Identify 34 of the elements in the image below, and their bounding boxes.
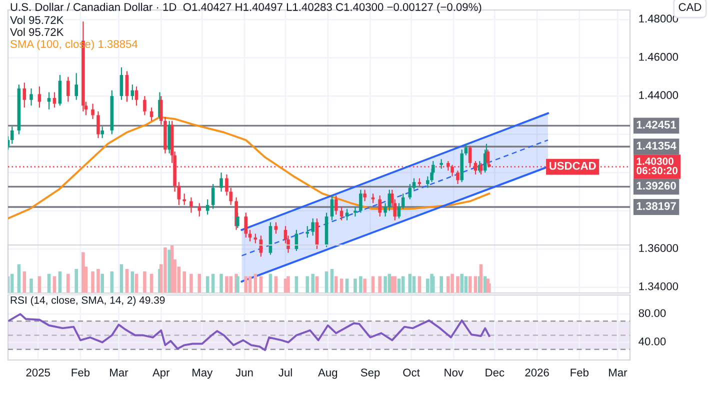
x-tick-label: Mar: [609, 368, 628, 376]
y-tick-label: 1.46000: [639, 52, 678, 61]
x-tick-label: Sep: [360, 368, 380, 379]
x-tick-label: Jun: [236, 368, 253, 376]
ref-line-label: 1.38197: [636, 202, 676, 210]
y-tick-label: 1.34000: [639, 282, 678, 290]
x-tick-label: Oct: [403, 368, 420, 376]
x-tick-label: May: [192, 368, 213, 379]
x-tick-label: Aug: [318, 368, 338, 379]
text: CAD: [678, 3, 702, 11]
annotation: USDCAD: [549, 162, 596, 170]
y-tick-label: 1.36000: [639, 244, 678, 252]
x-tick-label: 2026: [525, 368, 549, 376]
y-tick-label: 80.00: [638, 309, 666, 318]
x-tick-label: Feb: [72, 368, 90, 376]
x-tick-label: Jul: [278, 368, 292, 376]
y-tick-label: 1.44000: [639, 91, 678, 100]
y-tick-label: 1.48000: [639, 14, 678, 23]
x-tick-label: Dec: [486, 368, 504, 376]
ref-line-label: 1.41354: [636, 142, 676, 150]
chart-title: U.S. Dollar / Canadian Dollar · 1D: [10, 2, 176, 11]
x-tick-label: 2025: [26, 368, 50, 376]
ref-line-label: 1.42451: [636, 120, 676, 129]
ref-line-label: 1.39260: [636, 182, 676, 190]
ref-line-label: 1.40300 06:30:20: [636, 158, 678, 174]
annotation: Vol 95.72K: [10, 28, 64, 36]
annotation: O1.40427 H1.40497 L1.40283 C1.40300 −0.00127 (−0.09%): [183, 2, 482, 14]
chart-title: RSI (14, close, SMA, 14, 2) 49.39: [10, 296, 165, 306]
y-tick-label: 40.00: [638, 337, 666, 346]
x-tick-label: Feb: [570, 368, 589, 376]
chart-title: Vol 95.72K: [10, 16, 64, 24]
x-tick-label: Apr: [152, 368, 170, 379]
x-tick-label: Mar: [110, 368, 128, 376]
x-tick-label: Nov: [444, 368, 464, 376]
